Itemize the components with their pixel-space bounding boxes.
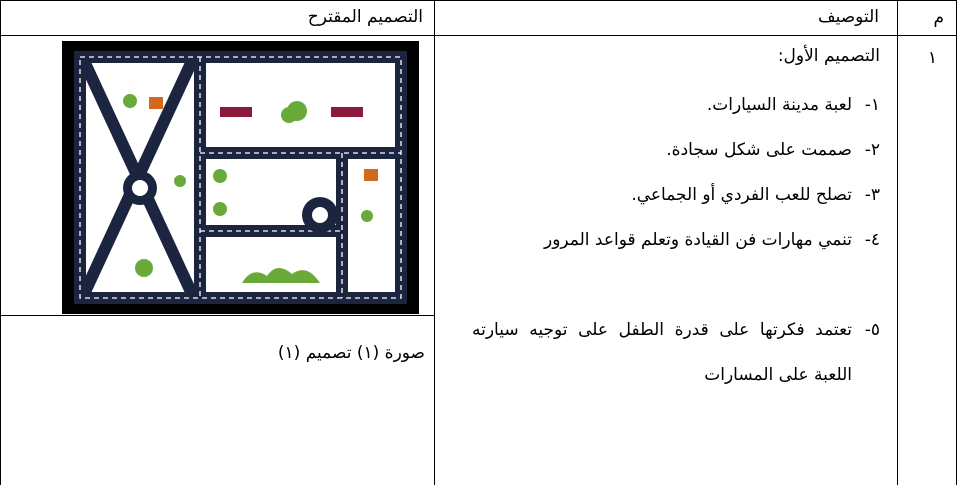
item-text: لعبة مدينة السيارات. bbox=[706, 95, 852, 115]
item-text: صممت على شكل سجادة. bbox=[666, 140, 852, 160]
item-marker: ٤- bbox=[864, 230, 880, 250]
list-item: ١- لعبة مدينة السيارات. bbox=[470, 83, 880, 128]
border bbox=[0, 35, 957, 36]
list-item: ٤- تنمي مهارات فن القيادة وتعلم قواعد الم… bbox=[470, 218, 880, 263]
header-design: التصميم المقترح bbox=[307, 7, 423, 27]
header-description: التوصيف bbox=[818, 7, 879, 27]
border bbox=[0, 0, 1, 485]
item-marker: ٥- bbox=[864, 320, 880, 340]
caption: صورة (١) تصميم (١) bbox=[277, 343, 425, 363]
border bbox=[897, 0, 898, 485]
list-item: ٥- تعتمد فكرتها على قدرة الطفل على توجيه … bbox=[470, 308, 880, 398]
design-image bbox=[62, 41, 419, 314]
list-item: ٢- صممت على شكل سجادة. bbox=[470, 128, 880, 173]
row-number: ١ bbox=[927, 48, 937, 68]
item-marker: ٢- bbox=[864, 140, 880, 160]
item-marker: ٣- bbox=[864, 185, 880, 205]
border bbox=[0, 315, 434, 316]
item-text: تصلح للعب الفردي أو الجماعي. bbox=[631, 185, 852, 205]
list-item: ٣- تصلح للعب الفردي أو الجماعي. bbox=[470, 173, 880, 218]
item-text: تعتمد فكرتها على قدرة الطفل على توجيه سي… bbox=[472, 320, 852, 385]
border bbox=[434, 0, 435, 485]
item-marker: ١- bbox=[864, 95, 880, 115]
header-number: م bbox=[933, 8, 944, 28]
item-text: تنمي مهارات فن القيادة وتعلم قواعد المرو… bbox=[543, 230, 852, 250]
row-title: التصميم الأول: bbox=[777, 46, 880, 66]
border bbox=[0, 0, 957, 1]
